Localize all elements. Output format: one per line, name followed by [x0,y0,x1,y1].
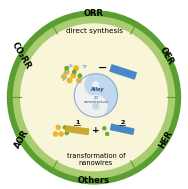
Circle shape [65,67,68,70]
Circle shape [65,132,68,135]
Circle shape [78,74,82,77]
Text: HER: HER [158,129,175,149]
FancyBboxPatch shape [65,125,89,135]
Text: 2: 2 [120,120,124,125]
Wedge shape [74,74,96,117]
Text: Others: Others [78,176,110,185]
FancyBboxPatch shape [110,124,135,135]
Circle shape [8,11,180,184]
Circle shape [74,66,78,70]
Circle shape [85,95,107,117]
Text: transformation of
nanowires: transformation of nanowires [67,153,125,166]
Circle shape [103,127,106,130]
Text: −: − [98,63,107,73]
Text: +: + [92,126,100,135]
Text: 1D
nanostructure: 1D nanostructure [84,96,109,105]
Circle shape [85,74,107,95]
Circle shape [73,70,76,74]
Text: OER: OER [158,45,175,66]
Circle shape [106,132,109,136]
Circle shape [56,125,60,129]
Text: 1: 1 [75,120,79,125]
Text: AOR: AOR [13,128,31,150]
Circle shape [71,74,76,78]
Circle shape [77,78,81,83]
Circle shape [14,17,174,178]
Circle shape [59,132,63,136]
Text: ORR: ORR [84,9,104,18]
Circle shape [67,78,72,83]
Circle shape [62,74,66,79]
Circle shape [64,70,69,74]
Circle shape [21,24,167,171]
Circle shape [74,74,118,117]
FancyBboxPatch shape [109,64,137,80]
Circle shape [93,103,99,109]
Text: Alloy: Alloy [90,87,104,92]
Circle shape [93,82,99,88]
Text: CO₂RR: CO₂RR [10,40,33,71]
Circle shape [63,126,66,129]
Circle shape [53,132,58,136]
Text: direct synthesis: direct synthesis [65,28,123,34]
